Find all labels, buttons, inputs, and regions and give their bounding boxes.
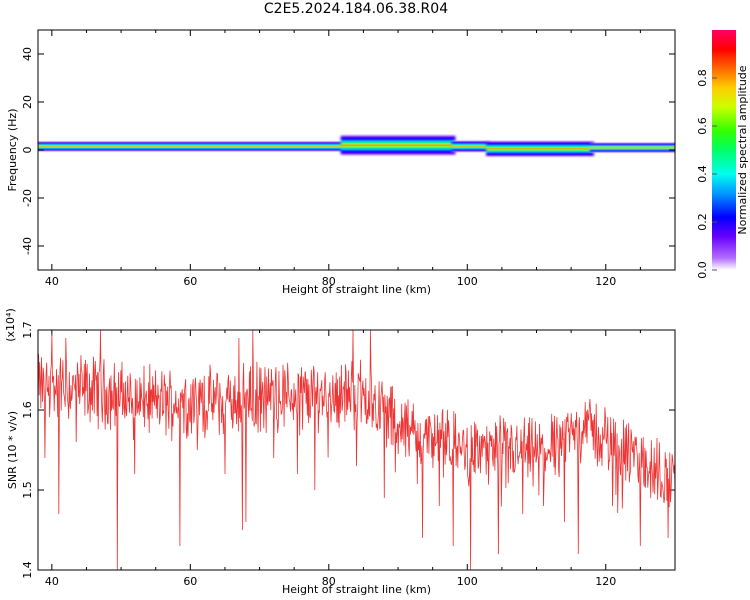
colorbar-tick-label: 0.8 <box>696 69 709 87</box>
spectrogram-panel: 40 60 80 100 120 40 20 0 -20 -40 Height of straigh… <box>6 29 676 296</box>
spectrogram-y-axis-label: Frequency (Hz) <box>6 109 19 192</box>
snr-y-tick-label: 1.6 <box>21 401 34 419</box>
spectrogram-y-tick-label: -40 <box>21 237 34 255</box>
spectrogram-y-tick-label: 40 <box>21 47 34 61</box>
spectrogram-bands <box>38 134 675 158</box>
colorbar-tick-label: 0.2 <box>696 213 709 231</box>
snr-scale-label: (x10⁴) <box>4 308 17 342</box>
spectrogram-x-tick-label: 60 <box>183 275 197 288</box>
snr-series <box>38 330 675 570</box>
snr-x-axis-label: Height of straight line (km) <box>282 583 431 596</box>
spectrogram-x-tick-label: 40 <box>45 275 59 288</box>
colorbar: 0.0 0.2 0.4 0.6 0.8 Normalized spectral ampli… <box>696 30 749 279</box>
spectrogram-band <box>451 140 491 153</box>
snr-line <box>38 330 675 570</box>
snr-panel: 40 60 80 100 120 1.4 1.5 1.6 1.7 Height of straig… <box>4 308 676 596</box>
spectrogram-y-tick-label: 0 <box>21 147 34 154</box>
spectrogram-y-tick-label: 20 <box>21 95 34 109</box>
spectrogram-band <box>486 140 594 158</box>
spectrogram-x-axis-label: Height of straight line (km) <box>282 283 431 296</box>
snr-frame <box>37 329 676 571</box>
snr-y-tick-label: 1.4 <box>21 561 34 579</box>
colorbar-tick-label: 0.0 <box>696 261 709 279</box>
figure-title: C2E5.2024.184.06.38.R04 <box>263 1 449 17</box>
snr-y-tick-label: 1.7 <box>21 321 34 339</box>
spectrogram-band <box>38 141 345 152</box>
spectrogram-x-tick-label: 120 <box>595 275 616 288</box>
snr-x-tick-label: 40 <box>45 575 59 588</box>
snr-y-tick-label: 1.5 <box>21 481 34 499</box>
colorbar-tick-label: 0.4 <box>696 165 709 183</box>
snr-x-tick-label: 80 <box>322 575 336 588</box>
spectrogram-x-tick-label: 100 <box>457 275 478 288</box>
colorbar-label: Normalized spectral amplitude <box>736 65 749 234</box>
snr-y-axis-label: SNR (10 * v/v) <box>6 411 19 489</box>
spectrogram-band <box>340 134 456 156</box>
spectrogram-x-tick-label: 80 <box>322 275 336 288</box>
colorbar-gradient <box>712 30 736 270</box>
colorbar-tick-label: 0.6 <box>696 117 709 135</box>
snr-x-tick-label: 60 <box>183 575 197 588</box>
snr-x-tick-label: 100 <box>457 575 478 588</box>
spectrogram-y-tick-label: -20 <box>21 189 34 207</box>
spectrogram-band <box>589 142 675 153</box>
snr-x-tick-label: 120 <box>595 575 616 588</box>
